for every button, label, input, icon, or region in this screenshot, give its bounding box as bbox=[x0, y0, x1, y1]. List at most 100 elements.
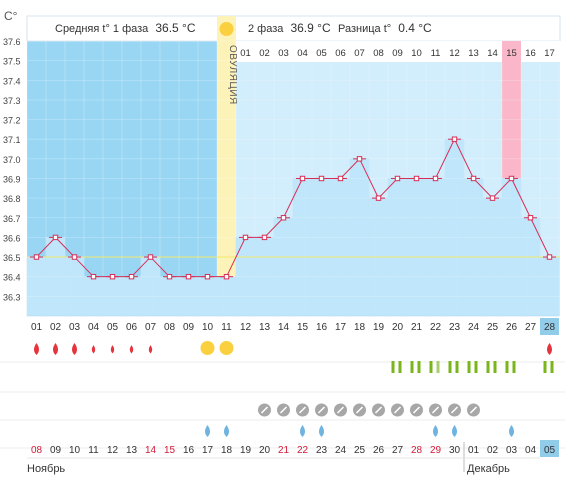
y-tick-label: 37.4 bbox=[3, 76, 21, 86]
phase2-day-label: 09 bbox=[392, 48, 403, 59]
calendar-date-label: 09 bbox=[50, 445, 62, 456]
green-bar-icon bbox=[391, 361, 395, 373]
green-bar-icon bbox=[455, 361, 459, 373]
phase2-day-label: 14 bbox=[487, 48, 498, 59]
temp-bar bbox=[463, 178, 484, 317]
calendar-date-label: 03 bbox=[506, 445, 518, 456]
green-bar-icon bbox=[429, 361, 433, 373]
y-tick-label: 36.7 bbox=[3, 214, 21, 224]
calendar-date-label: 19 bbox=[240, 445, 252, 456]
temp-point bbox=[451, 136, 458, 142]
discharge-drop-icon bbox=[509, 425, 514, 437]
symbol-rows bbox=[0, 341, 565, 449]
menstruation-drop-icon bbox=[547, 343, 552, 355]
cycle-day-label: 22 bbox=[430, 322, 442, 333]
phase2-day-label: 02 bbox=[259, 48, 270, 59]
temp-point bbox=[33, 254, 40, 260]
temp-bar bbox=[292, 178, 313, 317]
green-bar-icon bbox=[474, 361, 478, 373]
temp-point bbox=[223, 273, 230, 280]
pill-mark bbox=[412, 406, 421, 414]
calendar-date-label: 02 bbox=[487, 445, 499, 456]
menstruation-drop-icon bbox=[91, 345, 96, 354]
green-bar-icon bbox=[436, 361, 440, 373]
phase2-day-label: 13 bbox=[468, 48, 479, 59]
cycle-day-label: 12 bbox=[240, 322, 252, 333]
svg-text:Средняя t° 1 фаза 36.5 °: Средняя t° 1 фаза 36.5 °C bbox=[55, 21, 196, 35]
x-axis-cycle-days: 01 02 03 04 05 06 07 08 09 10 11 12 13 14 15 16 17 18 19 20… bbox=[31, 318, 559, 335]
temp-bar bbox=[501, 178, 522, 317]
y-tick-label: 36.3 bbox=[3, 292, 21, 302]
green-bar-icon bbox=[550, 361, 554, 373]
cycle-day-label: 24 bbox=[468, 322, 480, 333]
y-axis-title: C° bbox=[4, 9, 18, 23]
y-tick-label: 37.0 bbox=[3, 155, 21, 165]
y-tick-label: 37.6 bbox=[3, 37, 21, 47]
highlight-column bbox=[502, 41, 521, 179]
green-bar-icon bbox=[398, 361, 402, 373]
calendar-date-label: 12 bbox=[107, 445, 119, 456]
temp-bar bbox=[406, 178, 427, 317]
cycle-day-label: 16 bbox=[316, 322, 328, 333]
cycle-day-label: 05 bbox=[107, 322, 119, 333]
temp-point bbox=[261, 234, 268, 241]
y-tick-label: 36.6 bbox=[3, 233, 21, 243]
green-bar-icon bbox=[505, 361, 509, 373]
cycle-day-label: 25 bbox=[487, 322, 499, 333]
phase2-day-label: 08 bbox=[373, 48, 384, 59]
cycle-day-label: 07 bbox=[145, 322, 157, 333]
phase2-day-label: 15 bbox=[506, 48, 517, 59]
green-bar-icon bbox=[486, 361, 490, 373]
pill-mark bbox=[336, 406, 345, 414]
temp-point bbox=[128, 273, 135, 280]
pill-mark bbox=[298, 406, 307, 414]
month-label-november: Ноябрь bbox=[27, 463, 65, 475]
y-tick-label: 36.9 bbox=[3, 174, 21, 184]
phase2-day-label: 12 bbox=[449, 48, 460, 59]
calendar-date-label: 05 bbox=[544, 445, 556, 456]
pill-mark bbox=[260, 406, 269, 414]
phase2-day-strip bbox=[236, 41, 560, 62]
green-bar-icon bbox=[543, 361, 547, 373]
temp-point bbox=[204, 273, 211, 280]
temp-bar bbox=[539, 256, 560, 317]
current-day-cell bbox=[540, 318, 559, 335]
temp-bar bbox=[330, 178, 351, 317]
temp-bar bbox=[311, 178, 332, 317]
temp-point bbox=[527, 215, 534, 221]
y-tick-label: 36.8 bbox=[3, 194, 21, 204]
pill-mark bbox=[469, 406, 478, 414]
ovulation-column bbox=[217, 16, 236, 316]
cycle-day-label: 15 bbox=[297, 322, 309, 333]
temp-bar bbox=[273, 217, 294, 317]
sun-icon bbox=[219, 341, 234, 355]
pill-mark bbox=[317, 406, 326, 414]
cycle-day-label: 04 bbox=[88, 322, 100, 333]
discharge-drop-icon bbox=[319, 425, 324, 437]
menstruation-drop-icon bbox=[110, 345, 115, 354]
y-tick-label: 37.5 bbox=[3, 57, 21, 67]
y-tick-label: 37.1 bbox=[3, 135, 21, 145]
sun-icon bbox=[200, 341, 215, 355]
calendar-date-label: 16 bbox=[183, 445, 195, 456]
discharge-drop-icon bbox=[433, 425, 438, 437]
calendar-date-label: 15 bbox=[164, 445, 176, 456]
cycle-day-label: 06 bbox=[126, 322, 138, 333]
calendar-date-label: 01 bbox=[468, 445, 480, 456]
temp-point bbox=[109, 273, 116, 280]
temp-point bbox=[508, 175, 515, 182]
green-bar-icon bbox=[493, 361, 497, 373]
y-tick-label: 37.3 bbox=[3, 96, 21, 106]
temp-point bbox=[546, 254, 553, 260]
phase2-day-label: 06 bbox=[335, 48, 346, 59]
calendar-date-label: 23 bbox=[316, 445, 328, 456]
cycle-day-label: 21 bbox=[411, 322, 423, 333]
calendar-date-label: 22 bbox=[297, 445, 309, 456]
temp-bar bbox=[425, 178, 446, 317]
y-tick-label: 37.2 bbox=[3, 116, 21, 126]
current-date-cell bbox=[540, 440, 559, 457]
cycle-day-label: 28 bbox=[544, 322, 556, 333]
menstruation-drop-icon bbox=[34, 343, 39, 355]
temp-point bbox=[413, 175, 420, 182]
green-bar-icon bbox=[448, 361, 452, 373]
